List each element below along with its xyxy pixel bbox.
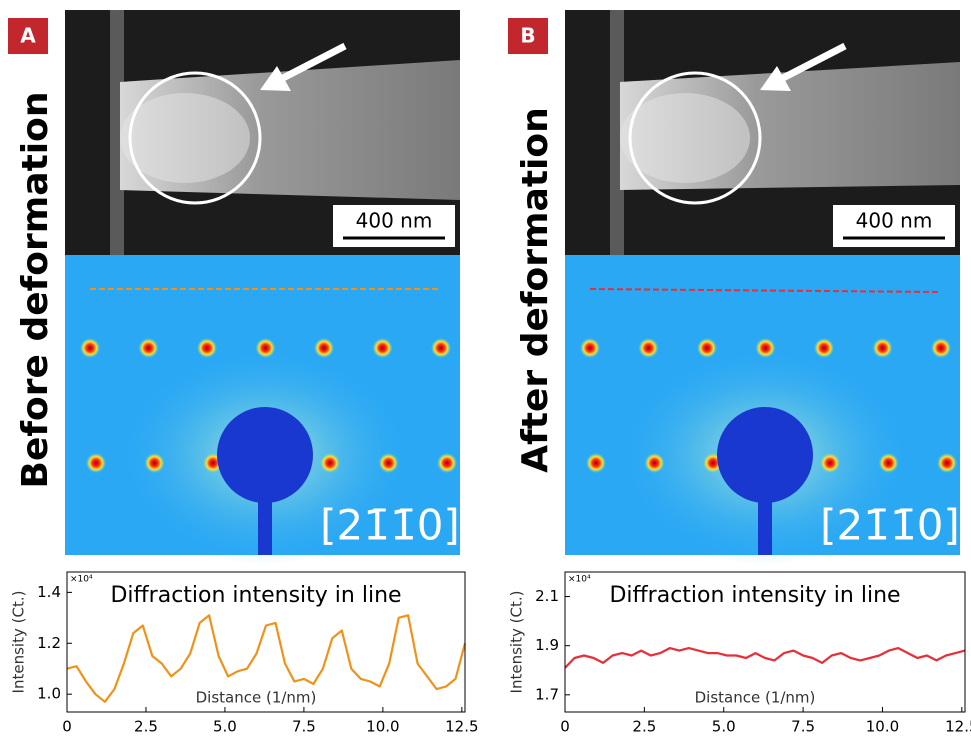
diffraction-spot bbox=[314, 338, 334, 358]
diffraction-spot bbox=[586, 453, 606, 473]
tem-bright-region bbox=[620, 93, 750, 183]
beam-stop bbox=[217, 407, 313, 503]
arrow-head bbox=[260, 66, 291, 91]
scale-bar-label: 400 nm bbox=[356, 209, 433, 233]
diffraction-spot bbox=[937, 453, 957, 473]
scale-bar-box bbox=[333, 205, 455, 247]
x-tick-label: 5.0 bbox=[213, 718, 237, 736]
y-tick-label: 1.7 bbox=[535, 685, 559, 703]
highlight-circle bbox=[628, 71, 762, 205]
panel-label: B bbox=[520, 24, 535, 48]
x-tick-label: 7.5 bbox=[791, 718, 815, 736]
highlight-circle bbox=[128, 71, 262, 205]
x-tick-label: 0 bbox=[560, 718, 570, 736]
y-tick-label: 1.0 bbox=[37, 685, 61, 703]
plot-frame bbox=[66, 571, 466, 713]
arrow-shaft bbox=[781, 42, 847, 82]
beam-stop bbox=[717, 407, 813, 503]
diffraction-spot bbox=[820, 453, 840, 473]
diffraction-spot bbox=[697, 338, 717, 358]
x-tick-label: 12.5 bbox=[445, 718, 478, 736]
x-axis-label: Distance (1/nm) bbox=[196, 689, 317, 707]
beam-stop-stem bbox=[258, 495, 272, 555]
diffraction-spot bbox=[372, 338, 393, 358]
diffraction-spot bbox=[437, 453, 457, 473]
data-line bbox=[66, 614, 467, 703]
y-tick-label: 1.9 bbox=[535, 636, 559, 654]
diffraction-spot bbox=[86, 453, 106, 473]
tem-pillar bbox=[610, 10, 624, 255]
x-tick-label: 5.0 bbox=[712, 718, 736, 736]
panel-label-box bbox=[508, 18, 548, 54]
y-axis-label: Intensity (Ct.) bbox=[508, 591, 526, 694]
x-tick-label: 7.5 bbox=[292, 718, 316, 736]
side-title: After deformation bbox=[515, 107, 556, 472]
y-tick-label: 2.1 bbox=[535, 587, 559, 605]
diffraction-spot bbox=[638, 338, 659, 358]
x-tick-label: 2.5 bbox=[134, 718, 158, 736]
diffraction-spot bbox=[872, 338, 893, 358]
diffraction-spot bbox=[320, 453, 340, 473]
side-title: Before deformation bbox=[15, 91, 56, 488]
arrow-shaft bbox=[281, 42, 347, 82]
zone-axis: [21̄1̄0] bbox=[820, 501, 960, 550]
diffraction-spot bbox=[138, 338, 159, 358]
diffraction-spot bbox=[755, 338, 776, 358]
diffraction-spot bbox=[255, 338, 276, 358]
tem-pillar bbox=[110, 10, 124, 255]
scale-bar-label: 400 nm bbox=[856, 209, 933, 233]
diffraction-spot bbox=[931, 338, 951, 358]
x-tick-label: 0 bbox=[62, 718, 72, 736]
chart-title: Diffraction intensity in line bbox=[110, 583, 401, 608]
x-tick-label: 2.5 bbox=[632, 718, 656, 736]
profile-line bbox=[589, 288, 941, 293]
panel-label: A bbox=[20, 24, 36, 48]
y-multiplier: ×10⁴ bbox=[70, 575, 93, 585]
diffraction-spot bbox=[378, 453, 399, 473]
y-axis-label: Intensity (Ct.) bbox=[10, 591, 28, 694]
diffraction-spot bbox=[644, 453, 665, 473]
y-multiplier: ×10⁴ bbox=[568, 575, 591, 585]
y-tick-label: 1.2 bbox=[37, 634, 61, 652]
diffraction-spot bbox=[80, 338, 100, 358]
diffraction-spot bbox=[814, 338, 834, 358]
y-tick-label: 1.4 bbox=[37, 583, 61, 601]
x-axis-label: Distance (1/nm) bbox=[695, 689, 816, 707]
plot-frame bbox=[564, 571, 966, 713]
x-tick-label: 10.0 bbox=[366, 718, 399, 736]
beam-stop-stem bbox=[758, 495, 772, 555]
x-tick-label: 10.0 bbox=[866, 718, 899, 736]
x-tick-label: 12.5 bbox=[945, 718, 971, 736]
diffraction-spot bbox=[144, 453, 165, 473]
chart-title: Diffraction intensity in line bbox=[609, 583, 900, 608]
diffraction-spot bbox=[197, 338, 217, 358]
zone-axis: [21̄1̄0] bbox=[320, 501, 460, 550]
diffraction-spot bbox=[878, 453, 899, 473]
arrow-head bbox=[760, 66, 791, 91]
tem-bright-region bbox=[120, 93, 250, 183]
panel-label-box bbox=[8, 18, 48, 54]
diffraction-spot bbox=[431, 338, 451, 358]
data-line bbox=[564, 647, 966, 669]
diffraction-spot bbox=[580, 338, 600, 358]
scale-bar-box bbox=[833, 205, 955, 247]
